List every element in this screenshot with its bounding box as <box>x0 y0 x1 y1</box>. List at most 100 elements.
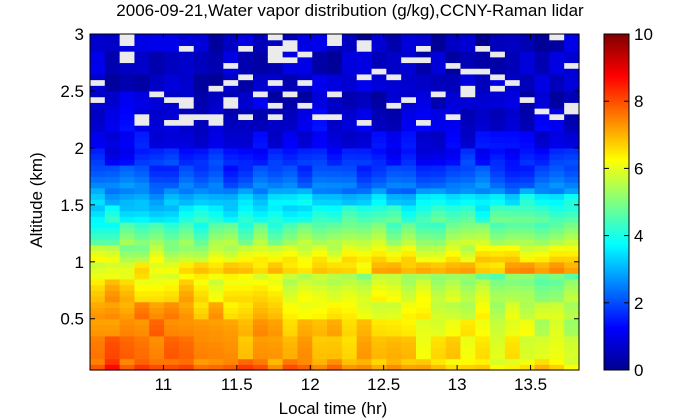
heatmap-cell <box>371 244 387 251</box>
heatmap-cell <box>371 204 387 212</box>
heatmap-cell <box>341 324 358 331</box>
heatmap-cell <box>134 244 150 251</box>
heatmap-cell <box>134 193 150 200</box>
heatmap-cell <box>267 278 284 286</box>
heatmap-cell <box>519 187 536 195</box>
heatmap-cell <box>386 204 402 212</box>
heatmap-cell <box>534 113 550 121</box>
heatmap-cell <box>178 45 195 52</box>
heatmap-cell <box>490 45 506 52</box>
heatmap-cell <box>445 261 462 269</box>
heatmap-cell <box>534 204 550 212</box>
heatmap-cell <box>549 250 565 257</box>
heatmap-cell <box>460 164 476 172</box>
heatmap-cell <box>104 159 121 166</box>
y-tick-label: 0.5 <box>60 310 84 329</box>
heatmap-cell <box>223 216 239 223</box>
heatmap-cell <box>371 250 387 257</box>
heatmap-cell <box>445 142 462 149</box>
heatmap-cell <box>267 295 284 303</box>
heatmap-cell <box>341 318 358 326</box>
heatmap-cell <box>549 56 565 64</box>
heatmap-cell <box>490 113 506 121</box>
heatmap-cell <box>416 233 432 240</box>
heatmap-cell <box>327 68 343 75</box>
heatmap-cell <box>104 182 121 189</box>
heatmap-cell <box>490 284 506 291</box>
heatmap-cell <box>104 39 121 46</box>
heatmap-cell <box>149 34 165 41</box>
heatmap-cell <box>386 176 402 183</box>
heatmap-cell <box>356 187 373 195</box>
heatmap-cell <box>534 96 550 103</box>
heatmap-cell <box>164 256 180 263</box>
heatmap-cell <box>312 68 328 75</box>
heatmap-cell <box>119 244 136 251</box>
heatmap-cell <box>253 176 269 183</box>
heatmap-cell <box>267 330 284 337</box>
heatmap-cell <box>371 358 387 365</box>
heatmap-cell <box>519 56 536 64</box>
heatmap-cell <box>282 216 299 223</box>
heatmap-cell <box>267 182 284 189</box>
heatmap-cell <box>416 273 432 280</box>
heatmap-cell <box>134 142 150 149</box>
heatmap-cell <box>90 204 106 212</box>
heatmap-cell <box>490 267 506 274</box>
heatmap-cell <box>134 119 150 126</box>
heatmap-cell <box>519 182 536 189</box>
heatmap-cell <box>178 221 195 229</box>
heatmap-cell <box>341 119 358 126</box>
heatmap-cell <box>564 284 580 291</box>
heatmap-cell <box>490 295 506 303</box>
heatmap-cell <box>297 187 313 195</box>
heatmap-cell <box>416 216 432 223</box>
heatmap-cell <box>490 341 506 348</box>
heatmap-cell <box>327 73 343 81</box>
heatmap-cell <box>475 256 491 263</box>
heatmap-cell <box>356 79 373 86</box>
heatmap-cell <box>549 256 565 263</box>
heatmap-cell <box>178 290 195 297</box>
heatmap-cell <box>504 136 521 143</box>
heatmap-cell <box>460 284 476 291</box>
heatmap-cell <box>460 39 476 46</box>
heatmap-cell <box>504 290 521 297</box>
heatmap-cell <box>208 295 224 303</box>
heatmap-cell <box>341 113 358 121</box>
heatmap-cell <box>312 290 328 297</box>
heatmap-cell <box>504 45 521 52</box>
heatmap-cell <box>119 324 136 331</box>
heatmap-cell <box>238 250 254 257</box>
heatmap-cell <box>238 307 254 314</box>
heatmap-cell <box>445 79 462 86</box>
heatmap-cell <box>341 153 358 160</box>
heatmap-cell <box>430 113 447 121</box>
heatmap-cell <box>253 119 269 126</box>
heatmap-cell <box>119 45 136 52</box>
heatmap-cell <box>401 153 417 160</box>
heatmap-cell <box>549 34 565 41</box>
heatmap-cell <box>549 352 565 360</box>
heatmap-cell <box>238 62 254 69</box>
heatmap-cell <box>238 284 254 291</box>
heatmap-cell <box>371 284 387 291</box>
heatmap-cell <box>534 153 550 160</box>
heatmap-cell <box>564 113 580 121</box>
heatmap-cell <box>164 147 180 155</box>
y-axis-label: Altitude (km) <box>27 152 46 247</box>
heatmap-cell <box>119 164 136 172</box>
heatmap-cell <box>564 324 580 331</box>
heatmap-cell <box>341 39 358 46</box>
heatmap-cell <box>149 284 165 291</box>
heatmap-cell <box>401 210 417 217</box>
heatmap-cell <box>90 364 106 371</box>
heatmap-cell <box>178 284 195 291</box>
heatmap-cell <box>178 278 195 286</box>
heatmap-cell <box>193 301 210 308</box>
heatmap-cell <box>534 250 550 257</box>
heatmap-cell <box>401 233 417 240</box>
heatmap-cell <box>208 290 224 297</box>
heatmap-cell <box>371 153 387 160</box>
heatmap-cell <box>371 313 387 320</box>
